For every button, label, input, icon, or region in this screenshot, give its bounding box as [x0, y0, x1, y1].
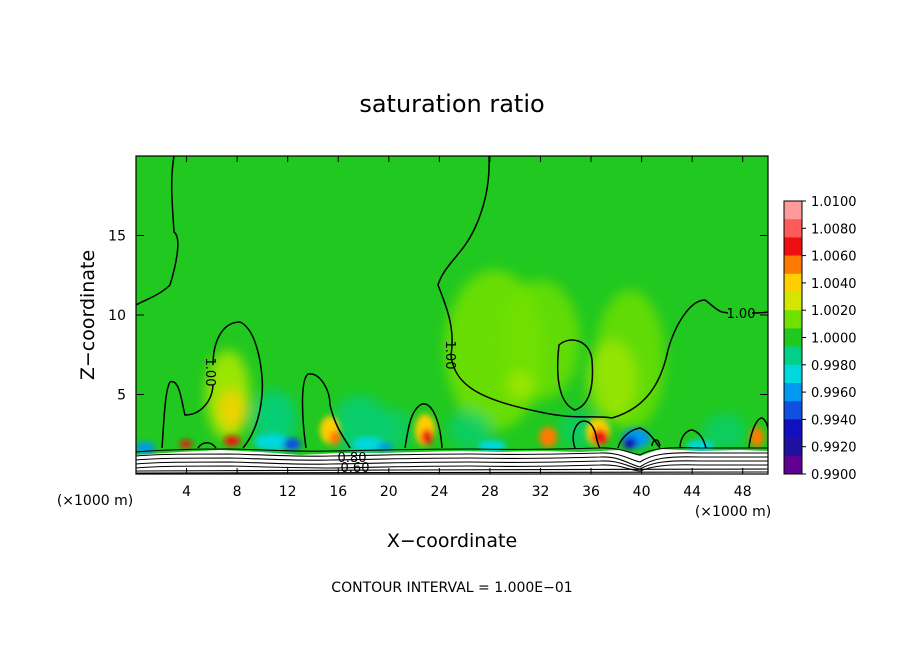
contour-label-5: 0.60: [341, 461, 370, 476]
colorbar-swatch: [784, 328, 802, 347]
colorbar-swatch: [784, 383, 802, 402]
colorbar-label: 1.0100: [811, 195, 857, 210]
x-tick-label: 12: [279, 484, 297, 500]
colorbar-swatch: [784, 419, 802, 438]
y-axis-ticks: 5 10 15: [108, 229, 768, 404]
x-tick-label: 24: [430, 484, 448, 500]
x-tick-label: 4: [182, 484, 191, 500]
colorbar-swatch: [784, 310, 802, 329]
x-unit-right: (×1000 m): [695, 504, 771, 520]
saturation-field: 1.00 1.00 1.00 0.80 0.60: [136, 156, 768, 476]
x-axis-ticks: 4 8 12 16 20 24 28 32 36 40 44 48: [182, 156, 752, 500]
colorbar-label: 1.0060: [811, 250, 857, 265]
colorbar-swatch: [784, 437, 802, 457]
y-axis-label: Z−coordinate: [77, 250, 99, 380]
colorbar-label: 1.0040: [811, 277, 857, 292]
x-tick-label: 44: [683, 484, 701, 500]
colorbar-swatch: [784, 364, 802, 384]
y-tick-label: 15: [108, 229, 126, 245]
x-tick-label: 40: [633, 484, 651, 500]
contour-lines: [136, 156, 768, 449]
colorbar-swatch: [784, 292, 802, 311]
contour-label-1: 1.00: [202, 358, 217, 387]
colorbar-label: 0.9920: [811, 441, 857, 456]
contour-label-2: 1.00: [442, 341, 457, 370]
colorbar-label: 0.9900: [811, 468, 857, 483]
colorbar-label: 0.9980: [811, 359, 857, 374]
colorbar-label: 1.0000: [811, 332, 857, 347]
colorbar-swatch: [784, 255, 802, 275]
x-unit-left: (×1000 m): [57, 493, 133, 509]
x-tick-label: 28: [481, 484, 499, 500]
x-tick-label: 48: [734, 484, 752, 500]
colorbar-swatch: [784, 219, 802, 238]
x-tick-label: 8: [233, 484, 242, 500]
colorbar-swatch: [784, 346, 802, 366]
x-tick-label: 16: [329, 484, 347, 500]
contour-label-3: 1.00: [727, 307, 756, 322]
x-tick-label: 32: [532, 484, 550, 500]
x-tick-label: 36: [582, 484, 600, 500]
colorbar-swatch: [784, 273, 802, 293]
colorbar-label: 0.9940: [811, 413, 857, 428]
y-tick-label: 5: [117, 388, 126, 404]
colorbar-swatch: [784, 455, 802, 475]
colorbar: 1.0100 1.0080 1.0060 1.0040 1.0020 1.0000 0.99…: [783, 195, 857, 483]
colorbar-swatch: [784, 201, 802, 220]
colorbar-label: 1.0020: [811, 304, 857, 319]
y-tick-label: 10: [108, 308, 126, 324]
x-tick-label: 20: [380, 484, 398, 500]
x-axis-label: X−coordinate: [387, 530, 517, 552]
colorbar-label: 0.9960: [811, 386, 857, 401]
colorbar-swatch: [784, 237, 802, 256]
field-near-surface: [136, 414, 764, 454]
contour-interval-note: CONTOUR INTERVAL = 1.000E−01: [331, 580, 572, 596]
terrain-contours: [136, 447, 768, 474]
contour-label-4: 0.80: [338, 451, 367, 466]
colorbar-swatch: [784, 401, 802, 420]
chart-title: saturation ratio: [359, 90, 544, 118]
colorbar-label: 1.0080: [811, 222, 857, 237]
